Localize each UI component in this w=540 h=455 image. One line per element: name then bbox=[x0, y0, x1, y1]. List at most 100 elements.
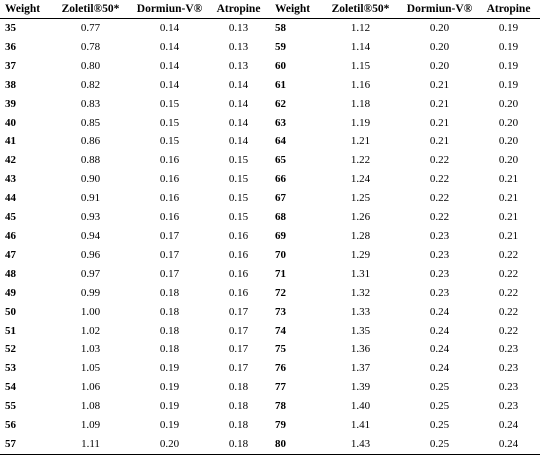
cell-dormiun: 0.21 bbox=[429, 78, 450, 91]
cell-weight: 66 bbox=[275, 173, 286, 186]
cell-weight: 50 bbox=[5, 305, 16, 318]
cell-dormiun: 0.18 bbox=[159, 343, 180, 356]
cell-atropine: 0.15 bbox=[228, 192, 249, 205]
cell-dormiun: 0.23 bbox=[429, 248, 450, 261]
cell-weight: 80 bbox=[270, 434, 319, 455]
table-row: 36 0.78 0.14 0.13 59 1.14 0.20 0.19 bbox=[0, 38, 540, 57]
cell-zoletil: 1.43 bbox=[319, 434, 402, 455]
cell-dormiun: 0.17 bbox=[159, 248, 180, 261]
cell-weight: 79 bbox=[275, 419, 286, 432]
cell-atropine: 0.23 bbox=[498, 400, 519, 413]
cell-atropine: 0.14 bbox=[228, 97, 249, 110]
cell-dormiun: 0.20 bbox=[429, 22, 450, 34]
cell-weight: 61 bbox=[275, 78, 286, 91]
cell-dormiun: 0.14 bbox=[159, 78, 180, 91]
cell-atropine: 0.21 bbox=[498, 173, 519, 186]
cell-zoletil: 0.90 bbox=[80, 173, 101, 186]
cell-dormiun: 0.16 bbox=[159, 192, 180, 205]
cell-weight: 55 bbox=[5, 400, 16, 413]
cell-weight: 48 bbox=[5, 267, 16, 280]
cell-zoletil: 1.05 bbox=[80, 362, 101, 375]
table-row: 41 0.86 0.15 0.14 64 1.21 0.21 0.20 bbox=[0, 132, 540, 151]
cell-weight: 42 bbox=[5, 154, 16, 167]
cell-zoletil: 1.37 bbox=[350, 362, 371, 375]
table-row: 46 0.94 0.17 0.16 69 1.28 0.23 0.21 bbox=[0, 227, 540, 246]
cell-zoletil: 0.97 bbox=[80, 267, 101, 280]
cell-dormiun: 0.21 bbox=[429, 97, 450, 110]
cell-zoletil: 0.85 bbox=[80, 116, 101, 129]
cell-weight: 43 bbox=[5, 173, 16, 186]
cell-zoletil: 0.80 bbox=[80, 59, 101, 72]
cell-weight: 77 bbox=[275, 381, 286, 394]
cell-zoletil: 1.21 bbox=[350, 135, 371, 148]
table-body: 35 0.77 0.14 0.13 58 1.12 0.20 0.19 36 0.78 0.14 0.… bbox=[0, 19, 540, 455]
table-row: 54 1.06 0.19 0.18 77 1.39 0.25 0.23 bbox=[0, 378, 540, 397]
cell-atropine: 0.20 bbox=[498, 135, 519, 148]
cell-zoletil: 1.26 bbox=[350, 211, 371, 224]
table-row: 42 0.88 0.16 0.15 65 1.22 0.22 0.20 bbox=[0, 151, 540, 170]
cell-atropine: 0.21 bbox=[498, 229, 519, 242]
cell-atropine: 0.17 bbox=[228, 343, 249, 356]
cell-atropine: 0.13 bbox=[228, 59, 249, 72]
table-row: 55 1.08 0.19 0.18 78 1.40 0.25 0.23 bbox=[0, 397, 540, 416]
cell-zoletil: 0.93 bbox=[80, 211, 101, 224]
cell-dormiun: 0.21 bbox=[429, 135, 450, 148]
cell-dormiun: 0.16 bbox=[159, 173, 180, 186]
cell-weight: 62 bbox=[275, 97, 286, 110]
cell-atropine: 0.22 bbox=[498, 267, 519, 280]
cell-dormiun: 0.25 bbox=[402, 434, 477, 455]
cell-atropine: 0.13 bbox=[228, 40, 249, 53]
cell-dormiun: 0.15 bbox=[159, 135, 180, 148]
table-row: 57 1.11 0.20 0.18 80 1.43 0.25 0.24 bbox=[0, 434, 540, 455]
header-atropine: Atropine bbox=[207, 2, 270, 19]
cell-weight: 57 bbox=[0, 434, 49, 455]
cell-zoletil: 0.86 bbox=[80, 135, 101, 148]
cell-zoletil: 0.91 bbox=[80, 192, 101, 205]
cell-dormiun: 0.15 bbox=[159, 116, 180, 129]
cell-atropine: 0.19 bbox=[498, 78, 519, 91]
header-zoletil: Zoletil®50* bbox=[49, 2, 132, 19]
table-row: 50 1.00 0.18 0.17 73 1.33 0.24 0.22 bbox=[0, 303, 540, 322]
cell-weight: 47 bbox=[5, 248, 16, 261]
cell-dormiun: 0.14 bbox=[159, 40, 180, 53]
cell-zoletil: 1.11 bbox=[49, 434, 132, 455]
cell-dormiun: 0.17 bbox=[159, 267, 180, 280]
cell-dormiun: 0.23 bbox=[429, 229, 450, 242]
cell-dormiun: 0.24 bbox=[429, 343, 450, 356]
cell-weight: 45 bbox=[5, 211, 16, 224]
cell-zoletil: 1.09 bbox=[80, 419, 101, 432]
cell-weight: 60 bbox=[275, 59, 286, 72]
cell-zoletil: 1.40 bbox=[350, 400, 371, 413]
cell-dormiun: 0.24 bbox=[429, 305, 450, 318]
table-row: 56 1.09 0.19 0.18 79 1.41 0.25 0.24 bbox=[0, 416, 540, 435]
cell-weight: 39 bbox=[5, 97, 16, 110]
cell-atropine: 0.14 bbox=[228, 116, 249, 129]
cell-dormiun: 0.14 bbox=[159, 22, 180, 34]
cell-weight: 51 bbox=[5, 324, 16, 337]
cell-zoletil: 1.25 bbox=[350, 192, 371, 205]
cell-zoletil: 1.00 bbox=[80, 305, 101, 318]
cell-atropine: 0.15 bbox=[228, 154, 249, 167]
table-row: 44 0.91 0.16 0.15 67 1.25 0.22 0.21 bbox=[0, 189, 540, 208]
table-row: 52 1.03 0.18 0.17 75 1.36 0.24 0.23 bbox=[0, 340, 540, 359]
cell-dormiun: 0.14 bbox=[159, 59, 180, 72]
cell-zoletil: 1.24 bbox=[350, 173, 371, 186]
cell-zoletil: 1.03 bbox=[80, 343, 101, 356]
cell-weight: 49 bbox=[5, 286, 16, 299]
cell-atropine: 0.15 bbox=[228, 173, 249, 186]
cell-weight: 54 bbox=[5, 381, 16, 394]
cell-atropine: 0.23 bbox=[498, 343, 519, 356]
cell-zoletil: 1.29 bbox=[350, 248, 371, 261]
cell-weight: 36 bbox=[5, 40, 16, 53]
cell-atropine: 0.19 bbox=[498, 22, 519, 34]
cell-zoletil: 0.99 bbox=[80, 286, 101, 299]
cell-zoletil: 1.33 bbox=[350, 305, 371, 318]
cell-weight: 67 bbox=[275, 192, 286, 205]
cell-weight: 64 bbox=[275, 135, 286, 148]
table-row: 39 0.83 0.15 0.14 62 1.18 0.21 0.20 bbox=[0, 95, 540, 114]
header-zoletil: Zoletil®50* bbox=[319, 2, 402, 19]
cell-zoletil: 0.94 bbox=[80, 229, 101, 242]
cell-dormiun: 0.19 bbox=[159, 400, 180, 413]
cell-dormiun: 0.16 bbox=[159, 211, 180, 224]
